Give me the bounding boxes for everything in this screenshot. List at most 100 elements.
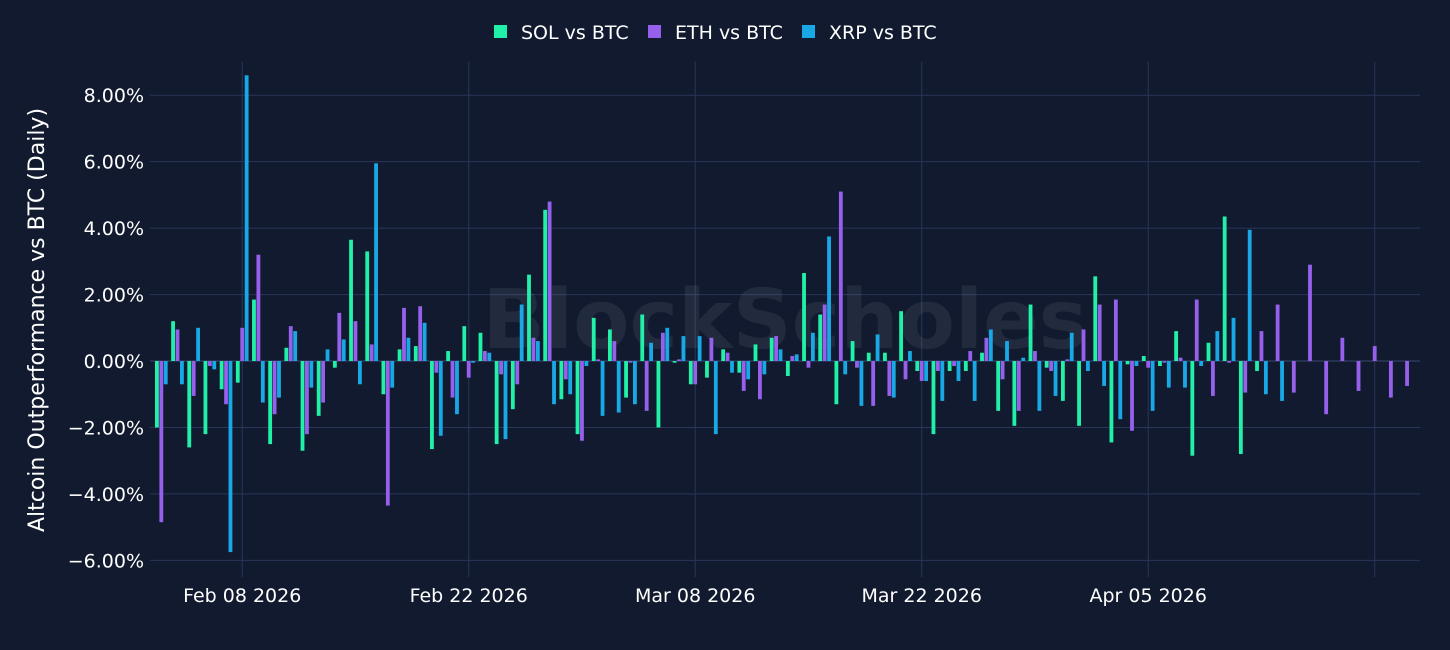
bar-eth bbox=[385, 361, 390, 506]
bar-sol bbox=[1158, 361, 1162, 367]
bar-eth bbox=[952, 361, 956, 367]
bar-sol bbox=[1109, 361, 1114, 443]
bar-eth bbox=[790, 356, 795, 362]
bar-sol bbox=[915, 361, 920, 371]
bar-xrp bbox=[1021, 357, 1026, 362]
y-tick-label: 8.00% bbox=[84, 85, 144, 107]
bar-eth bbox=[434, 361, 439, 373]
bar-xrp bbox=[730, 361, 734, 373]
bar-sol bbox=[510, 361, 515, 410]
bar-xrp bbox=[487, 352, 492, 362]
bar-eth bbox=[1000, 361, 1005, 380]
bar-eth bbox=[1291, 361, 1296, 393]
bar-sol bbox=[478, 332, 483, 362]
bar-eth bbox=[758, 361, 762, 400]
bar-xrp bbox=[956, 361, 961, 381]
bar-xrp bbox=[390, 361, 395, 388]
bar-sol bbox=[947, 361, 952, 371]
bar-sol bbox=[316, 361, 321, 416]
bar-xrp bbox=[1069, 332, 1074, 362]
legend-label: SOL vs BTC bbox=[521, 22, 629, 44]
bar-eth bbox=[871, 361, 876, 406]
bar-eth bbox=[224, 361, 228, 405]
bar-eth bbox=[838, 191, 843, 362]
bar-sol bbox=[1141, 356, 1146, 362]
bar-sol bbox=[365, 251, 370, 362]
bar-eth bbox=[1405, 361, 1409, 386]
bar-eth bbox=[288, 326, 293, 362]
y-tick-label: −2.00% bbox=[68, 417, 144, 439]
bar-sol bbox=[462, 326, 467, 362]
bar-eth bbox=[207, 361, 212, 367]
bar-eth bbox=[175, 329, 180, 362]
bar-sol bbox=[268, 361, 273, 445]
bar-xrp bbox=[1005, 341, 1009, 362]
bar-sol bbox=[866, 352, 871, 362]
bar-xrp bbox=[1280, 361, 1284, 401]
bar-xrp bbox=[1247, 229, 1252, 362]
bar-xrp bbox=[438, 361, 443, 436]
bar-eth bbox=[159, 361, 164, 523]
x-tick-label: Feb 08 2026 bbox=[183, 585, 301, 607]
bar-xrp bbox=[988, 329, 993, 362]
bar-eth bbox=[887, 361, 892, 396]
bar-xrp bbox=[293, 331, 298, 362]
bar-eth bbox=[806, 361, 811, 368]
bar-sol bbox=[1255, 361, 1259, 371]
bar-eth bbox=[1324, 361, 1329, 415]
bar-eth bbox=[903, 361, 908, 380]
bar-eth bbox=[919, 361, 924, 381]
bar-eth bbox=[272, 361, 277, 415]
bar-eth bbox=[1372, 346, 1377, 362]
bar-sol bbox=[381, 361, 386, 395]
bar-sol bbox=[235, 361, 240, 383]
bar-sol bbox=[203, 361, 208, 435]
bar-xrp bbox=[471, 361, 476, 363]
bar-sol bbox=[413, 346, 418, 362]
y-tick-label: 0.00% bbox=[84, 351, 144, 373]
bar-sol bbox=[559, 361, 564, 400]
bar-xrp bbox=[908, 351, 912, 362]
bar-xrp bbox=[697, 336, 702, 362]
bar-eth bbox=[563, 361, 568, 380]
bar-xrp bbox=[568, 361, 573, 395]
bar-eth bbox=[968, 351, 973, 362]
bar-xrp bbox=[1199, 361, 1204, 367]
bar-sol bbox=[171, 321, 175, 362]
bar-eth bbox=[628, 361, 633, 363]
bar-sol bbox=[187, 361, 192, 448]
bar-sol bbox=[1206, 342, 1211, 362]
bar-sol bbox=[332, 361, 337, 368]
bar-sol bbox=[1012, 361, 1017, 426]
bar-xrp bbox=[891, 361, 896, 398]
bar-eth bbox=[741, 361, 746, 391]
bar-sol bbox=[1028, 304, 1033, 362]
bar-eth bbox=[580, 361, 584, 441]
y-tick-label: −6.00% bbox=[68, 550, 144, 572]
bar-xrp bbox=[681, 336, 686, 362]
x-tick-label: Mar 22 2026 bbox=[861, 585, 981, 607]
bar-eth bbox=[596, 359, 601, 362]
bar-sol bbox=[252, 299, 256, 362]
bar-eth bbox=[1227, 361, 1231, 363]
watermark-text: BlockScholes bbox=[483, 273, 1088, 368]
bar-sol bbox=[640, 314, 645, 362]
bar-xrp bbox=[1102, 361, 1106, 386]
bar-xrp bbox=[244, 75, 249, 362]
bar-xrp bbox=[827, 236, 831, 362]
bar-sol bbox=[1093, 276, 1098, 362]
bar-eth bbox=[450, 361, 455, 398]
bar-sol bbox=[899, 311, 904, 362]
bar-eth bbox=[515, 361, 520, 385]
bar-eth bbox=[855, 361, 859, 368]
bar-eth bbox=[1130, 361, 1134, 431]
bar-eth bbox=[1340, 337, 1345, 362]
bar-xrp bbox=[1166, 361, 1171, 388]
bar-eth bbox=[499, 361, 503, 375]
bar-sol bbox=[1174, 331, 1179, 362]
bar-sol bbox=[850, 341, 855, 362]
bar-eth bbox=[482, 351, 487, 362]
bar-sol bbox=[1222, 216, 1227, 362]
bar-sol bbox=[931, 361, 936, 435]
